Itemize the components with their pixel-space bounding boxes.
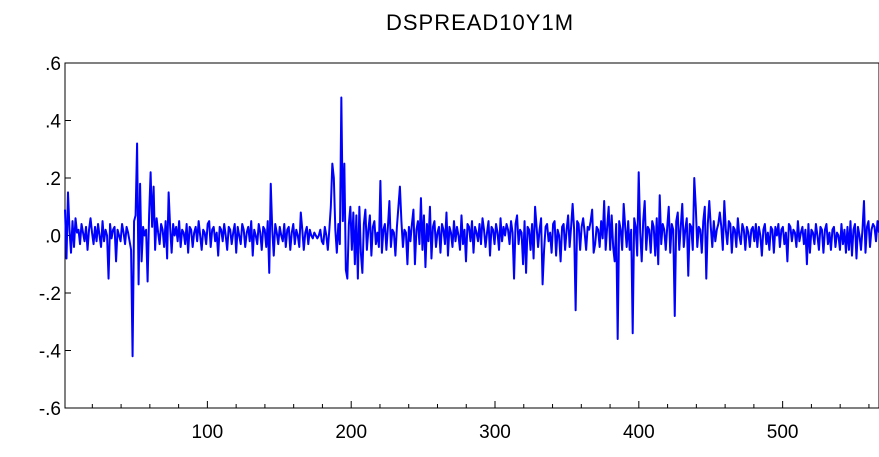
y-tick-label: .6: [45, 54, 61, 75]
chart-title: DSPREAD10Y1M: [386, 10, 574, 35]
x-axis: 100 200 300 400 500: [91, 401, 870, 443]
x-tick-label: 100: [192, 422, 224, 443]
y-tick-label: .0: [45, 227, 61, 248]
x-tick-label: 200: [335, 422, 367, 443]
x-tick-label: 400: [623, 422, 655, 443]
y-tick-label: -.4: [39, 342, 62, 363]
y-tick-label: -.6: [39, 399, 61, 420]
y-tick-label: .4: [45, 112, 61, 133]
y-tick-label: -.2: [39, 284, 61, 305]
y-axis: .6 .4 .2 .0 -.2 -.4 -.6: [39, 54, 71, 420]
x-tick-label: 300: [479, 422, 511, 443]
x-tick-label: 500: [767, 422, 799, 443]
series-line: [64, 96, 879, 358]
y-tick-label: .2: [45, 169, 61, 190]
